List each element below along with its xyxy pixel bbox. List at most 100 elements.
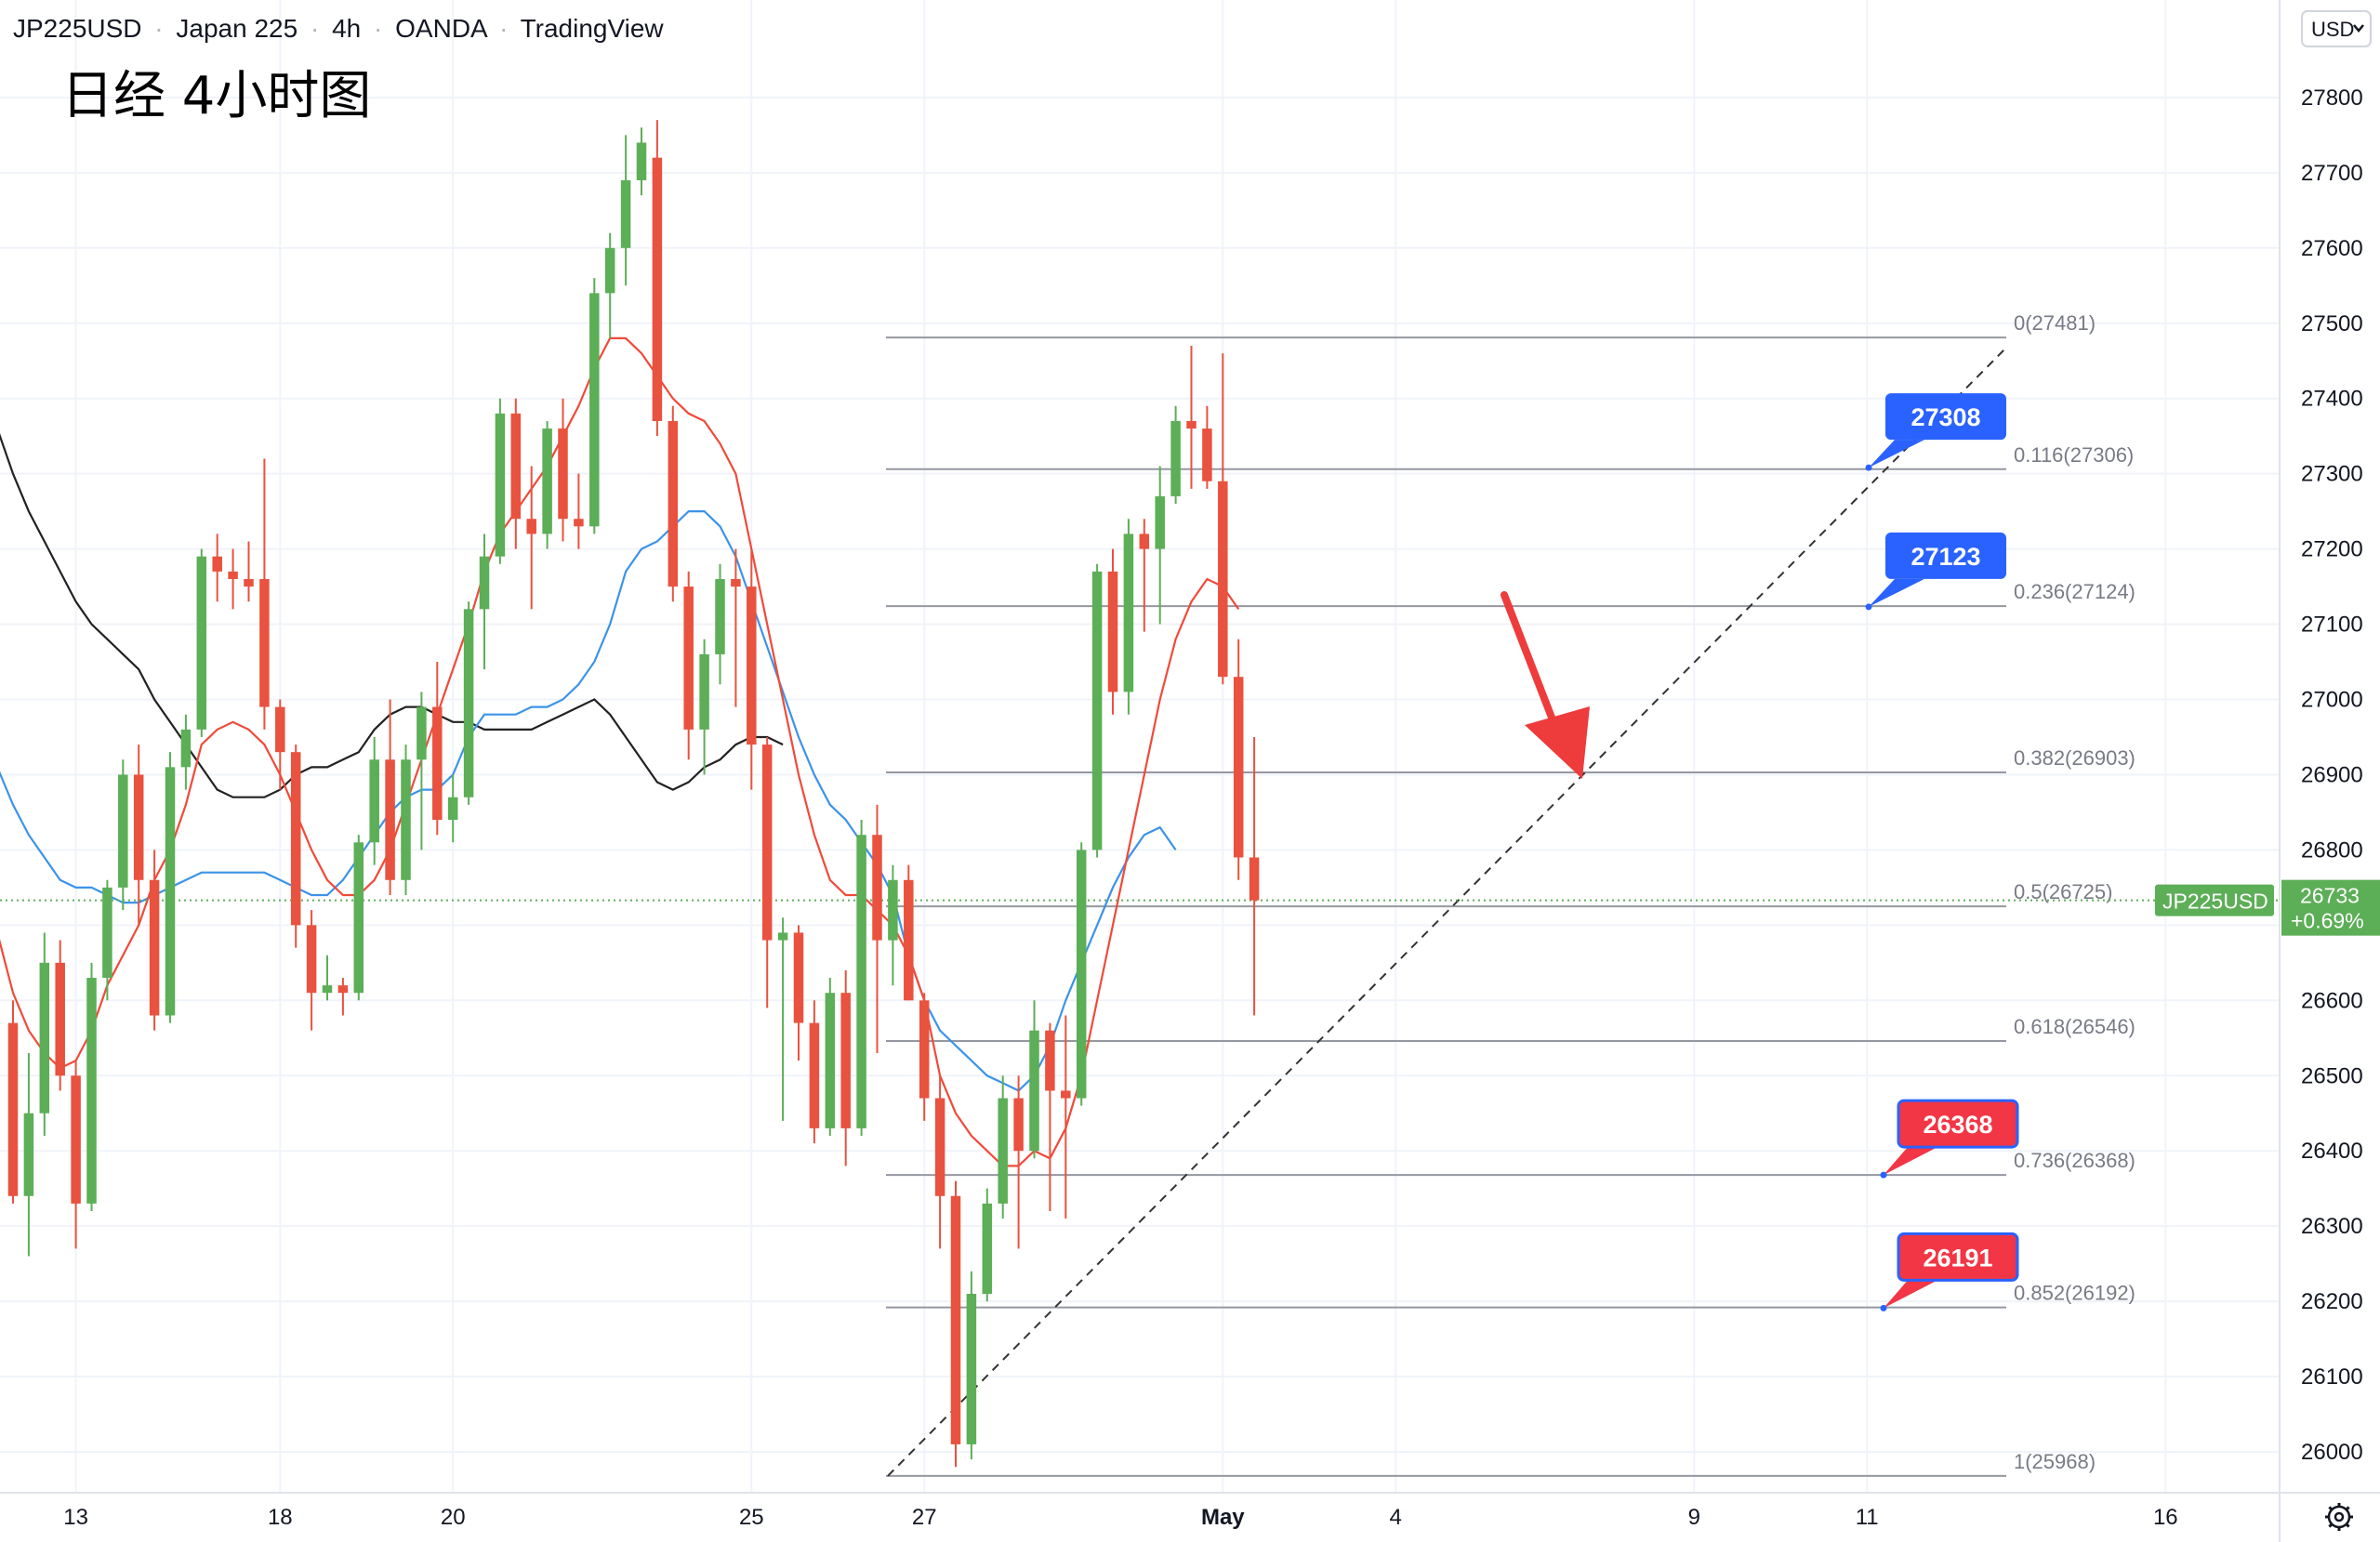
candle-body xyxy=(966,1294,977,1444)
x-tick-label: 25 xyxy=(739,1505,764,1530)
candle-body xyxy=(71,1075,81,1204)
candle-body xyxy=(1076,850,1087,1099)
y-tick-label: 26600 xyxy=(2301,988,2363,1013)
callout-label: 26368 xyxy=(1923,1111,1992,1139)
candle-body xyxy=(337,985,349,994)
candle-body xyxy=(1013,1098,1024,1152)
x-tick-label: 9 xyxy=(1688,1505,1700,1530)
candle-body xyxy=(777,932,788,941)
y-tick-label: 27400 xyxy=(2301,387,2363,412)
candle xyxy=(542,420,552,549)
current-price-marker: JP225USD 26733+0.69% xyxy=(2155,879,2380,936)
candle xyxy=(416,692,427,850)
y-tick-label: 27800 xyxy=(2301,86,2363,111)
candle-body xyxy=(1202,428,1212,481)
candle xyxy=(510,398,522,549)
callout-pointer xyxy=(1869,440,1924,468)
dashed-trend-line xyxy=(887,345,2009,1477)
candle xyxy=(133,745,144,926)
gear-icon[interactable] xyxy=(2325,1503,2353,1531)
price-tag-value: 26733 xyxy=(2300,884,2360,908)
candle-body xyxy=(401,759,411,880)
interval: 4h xyxy=(332,14,361,43)
candle xyxy=(1045,1022,1055,1211)
price-callouts: 27308 27123 26368 26191 xyxy=(1865,393,2019,1311)
candle-body xyxy=(23,1113,34,1196)
candle-body xyxy=(793,932,804,1023)
candle xyxy=(526,466,536,610)
currency-button[interactable]: USD xyxy=(2301,10,2372,47)
candle xyxy=(118,759,128,911)
callout-box xyxy=(1897,1232,2019,1282)
candle xyxy=(463,601,474,805)
candle-body xyxy=(668,420,679,587)
candle xyxy=(1029,1000,1039,1159)
x-tick-label: 27 xyxy=(912,1505,937,1530)
chart-header: JP225USD · Japan 225 · 4h · OANDA · Trad… xyxy=(13,14,664,43)
candle xyxy=(840,969,851,1166)
candle xyxy=(699,639,709,775)
candle-body xyxy=(982,1203,993,1295)
candle xyxy=(809,1000,820,1144)
candle-body xyxy=(133,774,144,880)
y-tick-label: 27600 xyxy=(2301,236,2363,261)
candle xyxy=(353,835,364,1001)
candle-body xyxy=(180,729,192,768)
candle-body xyxy=(1123,534,1134,692)
callout-anchor xyxy=(1880,1171,1887,1179)
candle xyxy=(1139,519,1150,632)
price-tag-change: +0.69% xyxy=(2291,909,2364,933)
y-tick-label: 26000 xyxy=(2301,1440,2363,1465)
candle-body xyxy=(353,842,364,994)
fib-level-label: 0.5(26725) xyxy=(2014,880,2112,903)
candle xyxy=(668,405,679,602)
y-tick-label: 26500 xyxy=(2301,1063,2363,1088)
candle xyxy=(369,736,379,865)
y-tick-label: 26400 xyxy=(2301,1139,2363,1164)
x-tick-label: 18 xyxy=(268,1505,293,1530)
x-tick-label: May xyxy=(1201,1505,1245,1530)
callout-box xyxy=(1885,532,2006,579)
candle xyxy=(259,458,270,730)
fib-level-label: 0.382(26903) xyxy=(2014,746,2135,770)
candle xyxy=(306,910,317,1031)
ema-mid-line xyxy=(0,509,1177,1092)
candle xyxy=(385,699,395,895)
candle xyxy=(761,736,773,1008)
candle xyxy=(636,127,647,196)
candle-body xyxy=(1061,1090,1071,1099)
candle-body xyxy=(636,142,647,180)
y-tick-label: 27100 xyxy=(2301,613,2363,638)
candle-body xyxy=(1139,534,1150,549)
candle xyxy=(479,534,490,670)
candle-body xyxy=(542,428,552,534)
candle-body xyxy=(856,835,866,1128)
candle-body xyxy=(86,978,97,1204)
candle-body xyxy=(1155,495,1165,549)
currency-label: USD xyxy=(2311,18,2354,41)
candle xyxy=(872,804,882,1053)
fib-level-label: 0.116(27306) xyxy=(2014,443,2134,467)
price-axis-labels: 2600026100262002630026400265002660026700… xyxy=(2301,86,2363,1465)
candle-body xyxy=(589,293,600,527)
callout-label: 27308 xyxy=(1911,403,1980,431)
candle-body xyxy=(574,519,584,527)
candle-body xyxy=(369,759,379,843)
x-tick-label: 20 xyxy=(441,1505,466,1530)
arrow-head xyxy=(1525,706,1590,779)
candle xyxy=(432,662,443,836)
candle xyxy=(589,278,600,534)
candle xyxy=(447,774,458,843)
candle-body xyxy=(463,609,474,797)
candle-body xyxy=(1218,481,1228,678)
callout-pointer xyxy=(1884,1147,1937,1176)
candle xyxy=(574,473,584,549)
candle-body xyxy=(1091,571,1103,850)
candle xyxy=(228,548,238,610)
callout-label: 27123 xyxy=(1911,543,1980,571)
price-axis[interactable] xyxy=(2280,0,2380,1493)
fib-level-label: 1(25968) xyxy=(2014,1450,2096,1473)
candle xyxy=(1091,563,1103,858)
candle-body xyxy=(275,706,285,753)
